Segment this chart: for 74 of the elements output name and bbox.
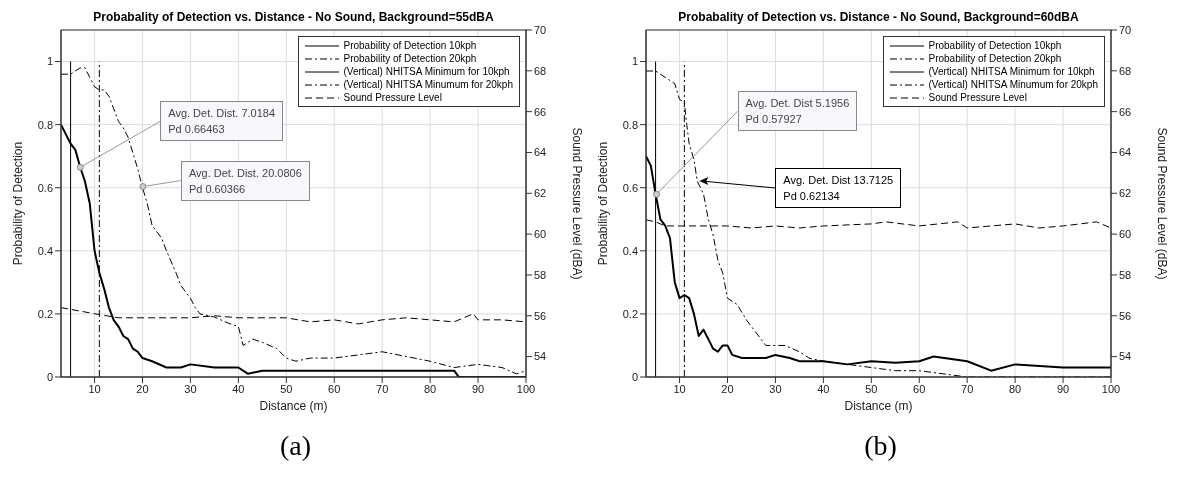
x-tick-label: 50 <box>280 382 293 395</box>
legend-label: Sound Pressure Level <box>928 92 1027 103</box>
x-tick-label: 80 <box>1009 382 1022 395</box>
y-tick-label: 0.6 <box>37 181 53 194</box>
x-tick-label: 100 <box>516 382 536 395</box>
y-tick-label: 0.4 <box>37 244 53 257</box>
x-tick-label: 60 <box>328 382 341 395</box>
y2-tick-label: 64 <box>534 146 547 159</box>
legend-label: Sound Pressure Level <box>343 92 442 103</box>
x-tick-label: 40 <box>817 382 830 395</box>
y-tick-label: 0.4 <box>622 244 638 257</box>
y-tick-label: 0 <box>631 370 638 383</box>
legend-label: Probability of Detection 10kph <box>928 40 1062 51</box>
x-tick-label: 100 <box>1101 382 1121 395</box>
y-axis-title: Probability of Detection <box>596 141 610 266</box>
y-tick-label: 1 <box>631 55 638 68</box>
annotation: Avg. Det. Dist. 7.0184 Pd 0.66463 <box>160 101 284 142</box>
y2-tick-label: 66 <box>534 105 547 118</box>
x-tick-label: 70 <box>376 382 389 395</box>
y2-tick-label: 70 <box>534 23 547 36</box>
y-tick-label: 0.8 <box>622 118 638 131</box>
annotation: Avg. Det. Dist 13.7125 Pd 0.62134 <box>775 167 902 208</box>
legend-label: Probability of Detection 20kph <box>928 53 1062 64</box>
x-tick-label: 30 <box>769 382 782 395</box>
x-tick-label: 70 <box>961 382 974 395</box>
y2-tick-label: 68 <box>534 64 547 77</box>
y-tick-label: 0.8 <box>37 118 53 131</box>
y2-tick-label: 56 <box>1119 309 1132 322</box>
x-tick-label: 20 <box>136 382 149 395</box>
x-tick-label: 80 <box>424 382 437 395</box>
x-tick-label: 90 <box>1056 382 1070 395</box>
x-axis-title: Distance (m) <box>844 399 913 413</box>
x-axis-title: Distance (m) <box>259 399 328 413</box>
y2-tick-label: 54 <box>1119 350 1132 363</box>
y2-tick-label: 64 <box>1119 146 1132 159</box>
x-tick-label: 10 <box>88 382 101 395</box>
y-tick-label: 0.6 <box>622 181 638 194</box>
x-tick-label: 50 <box>865 382 878 395</box>
x-tick-label: 10 <box>673 382 686 395</box>
y2-tick-label: 60 <box>534 228 547 241</box>
y2-tick-label: 68 <box>1119 64 1132 77</box>
y2-tick-label: 62 <box>1119 187 1132 200</box>
legend-label: (Vertical) NHITSA Minimum for 10kph <box>928 66 1095 77</box>
y2-tick-label: 66 <box>1119 105 1132 118</box>
legend-label: (Vertical) NHITSA Minumum for 20kph <box>343 79 513 90</box>
x-tick-label: 30 <box>184 382 197 395</box>
y2-tick-label: 56 <box>534 309 547 322</box>
y2-tick-label: 70 <box>1119 23 1132 36</box>
legend-label: (Vertical) NHITSA Minimum for 10kph <box>343 66 510 77</box>
chart-title: Probabality of Detection vs. Distance - No Sound, Background=55dBA <box>92 10 495 24</box>
x-tick-label: 60 <box>913 382 926 395</box>
legend-label: (Vertical) NHITSA Minumum for 20kph <box>928 79 1098 90</box>
y2-axis-title: Sound Pressure Level (dBA) <box>1155 127 1169 280</box>
legend-label: Probability of Detection 10kph <box>343 40 477 51</box>
y2-axis-title: Sound Pressure Level (dBA) <box>570 127 584 280</box>
x-tick-label: 40 <box>232 382 245 395</box>
y2-tick-label: 60 <box>1119 228 1132 241</box>
y2-tick-label: 58 <box>1119 268 1132 281</box>
y2-tick-label: 62 <box>534 187 547 200</box>
y-tick-label: 0.2 <box>622 307 638 320</box>
chart-title: Probabality of Detection vs. Distance - No Sound, Background=60dBA <box>677 10 1080 24</box>
text: (a) <box>278 430 313 462</box>
y-axis-title: Probability of Detection <box>11 141 25 266</box>
y2-tick-label: 54 <box>534 350 547 363</box>
text: (b) <box>863 430 898 462</box>
y-tick-label: 0.2 <box>37 307 53 320</box>
y2-tick-label: 58 <box>534 268 547 281</box>
x-tick-label: 90 <box>471 382 485 395</box>
annotation: Avg. Det. Dist. 20.0806 Pd 0.60366 <box>180 160 310 201</box>
annotation: Avg. Det. Dist 5.1956 Pd 0.57927 <box>737 91 858 132</box>
x-tick-label: 20 <box>721 382 734 395</box>
legend-label: Probability of Detection 20kph <box>343 53 477 64</box>
y-tick-label: 0 <box>46 370 53 383</box>
y-tick-label: 1 <box>46 55 53 68</box>
